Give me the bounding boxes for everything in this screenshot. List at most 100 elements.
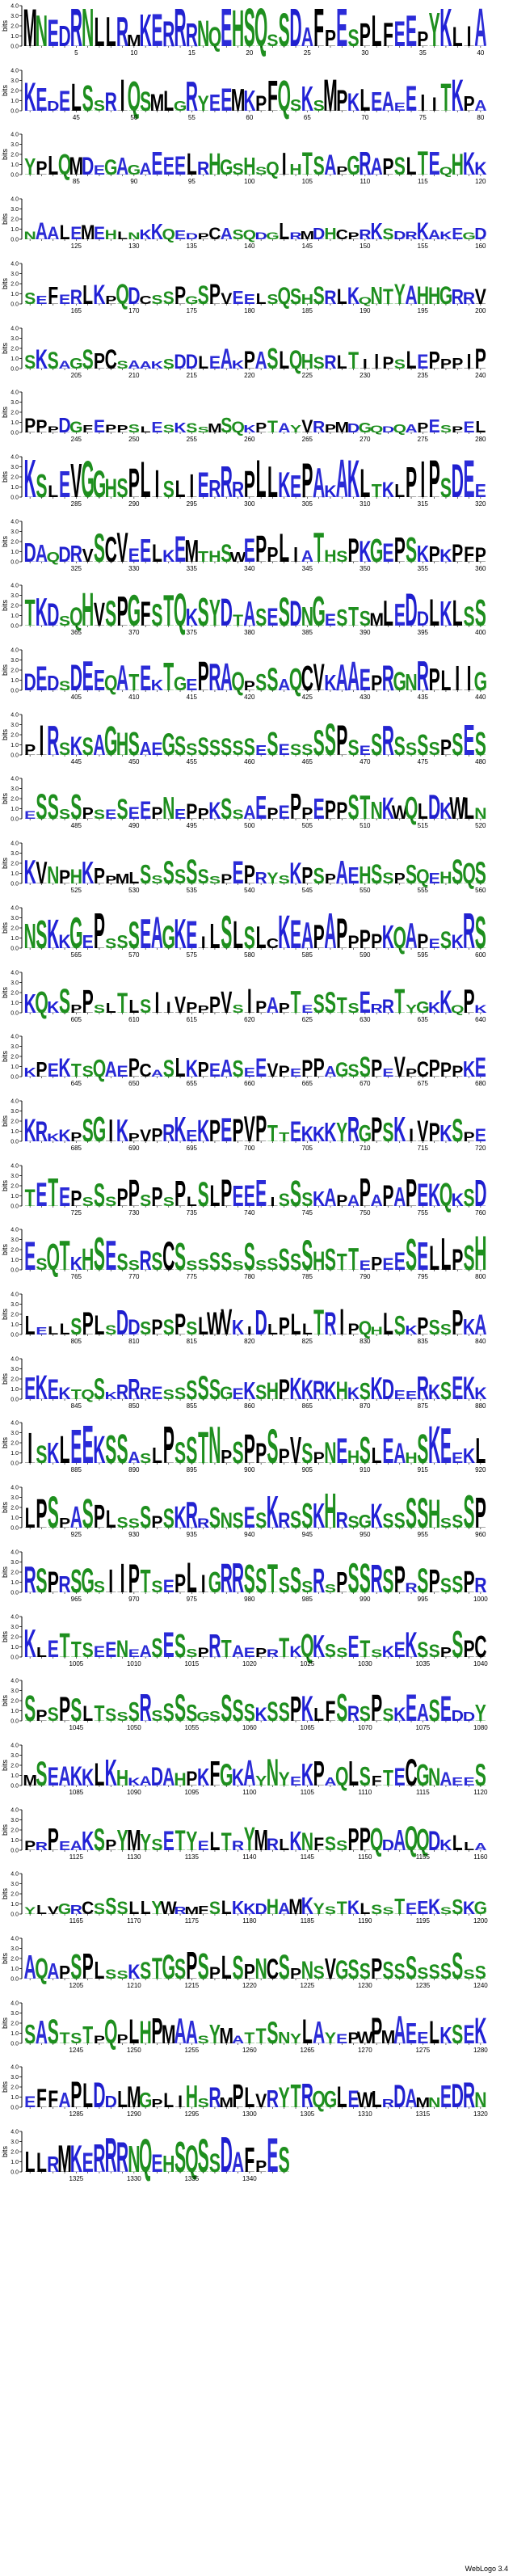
y-tick-label: 0.0	[11, 2041, 19, 2047]
logo-glyph: Q	[416, 865, 429, 887]
logo-glyph: S	[336, 1837, 347, 1853]
logo-glyph: S	[267, 1419, 278, 1474]
logo-baseline-mark	[418, 45, 428, 46]
logo-baseline-mark	[106, 625, 116, 626]
logo-baseline-mark	[117, 1076, 128, 1077]
logo-glyph: S	[198, 1256, 209, 1274]
logo-baseline-mark	[36, 45, 47, 46]
logo-glyph: G	[162, 919, 175, 955]
logo-glyph: P	[429, 1562, 440, 1599]
logo-baseline-mark	[256, 947, 267, 948]
y-tick-label: 1.0	[11, 162, 19, 168]
logo-glyph: P	[151, 1182, 162, 1212]
logo-glyph: E	[94, 223, 105, 243]
logo-glyph: E	[417, 350, 428, 373]
logo-baseline-mark	[429, 1398, 439, 1399]
logo-baseline-mark	[36, 1398, 47, 1399]
logo-baseline-mark	[267, 560, 278, 562]
logo-baseline-mark	[302, 1204, 313, 1206]
logo-glyph: T	[221, 1827, 232, 1855]
logo-baseline-mark	[141, 109, 151, 111]
logo-baseline-mark	[94, 753, 105, 755]
logo-baseline-mark	[475, 1849, 486, 1850]
y-tick-label: 4.0	[11, 712, 19, 718]
logo-glyph: K	[186, 603, 198, 631]
logo-baseline-mark	[475, 367, 486, 369]
logo-baseline-mark	[279, 1011, 289, 1013]
y-tick-label: 3.0	[11, 1882, 19, 1887]
logo-baseline-mark	[221, 1527, 232, 1528]
logo-baseline-mark	[256, 1978, 267, 1979]
logo-glyph: V	[48, 1904, 59, 1916]
logo-glyph: V	[417, 1115, 429, 1149]
logo-baseline-mark	[48, 625, 58, 626]
logo-glyph: H	[371, 1325, 383, 1337]
x-tick-label: 1190	[358, 1917, 372, 1925]
logo-glyph: P	[371, 1688, 382, 1729]
logo-glyph: K	[232, 1316, 244, 1340]
logo-baseline-mark	[372, 1269, 382, 1271]
logo-baseline-mark	[233, 1978, 243, 1979]
logo-glyph: R	[324, 285, 336, 308]
logo-baseline-mark	[418, 1655, 428, 1657]
logo-baseline-mark	[94, 2171, 105, 2173]
logo-glyph: C	[105, 344, 117, 374]
logo-baseline-mark	[337, 1398, 347, 1399]
logo-glyph: L	[152, 1444, 162, 1469]
logo-glyph: C	[336, 228, 348, 243]
logo-baseline-mark	[36, 1913, 47, 1915]
x-tick-label: 655	[187, 1080, 198, 1087]
logo-baseline-mark	[175, 1204, 186, 1206]
logo-baseline-mark	[244, 109, 254, 111]
logo-glyph: L	[71, 75, 82, 119]
logo-baseline-mark	[94, 1011, 105, 1013]
logo-baseline-mark	[187, 109, 197, 111]
logo-baseline-mark	[141, 1011, 151, 1013]
logo-glyph: S	[48, 1487, 59, 1537]
logo-baseline-mark	[429, 302, 439, 304]
logo-baseline-mark	[440, 689, 452, 690]
logo-baseline-mark	[221, 109, 232, 111]
x-tick-label: 520	[475, 822, 486, 829]
logo-glyph: P	[151, 2012, 162, 2051]
logo-baseline-mark	[440, 947, 452, 948]
y-tick-label: 2.0	[11, 2150, 19, 2156]
logo-baseline-mark	[290, 1849, 301, 1850]
logo-glyph: H	[324, 1483, 336, 1538]
logo-glyph: H	[140, 2014, 152, 2051]
x-tick-label: 1210	[127, 1982, 141, 1989]
logo-glyph: S	[94, 807, 105, 822]
logo-glyph: K	[301, 1757, 314, 1792]
logo-glyph: K	[128, 1960, 140, 1983]
logo-glyph: K	[174, 1499, 186, 1534]
logo-baseline-mark	[429, 1655, 439, 1657]
logo-glyph: K	[439, 230, 452, 242]
logo-glyph: S	[82, 1490, 94, 1537]
logo-baseline-mark	[175, 1913, 186, 1915]
logo-glyph: S	[255, 1258, 267, 1274]
logo-glyph: K	[24, 74, 36, 120]
logo-baseline-mark	[383, 174, 393, 175]
logo-glyph: A	[324, 1183, 336, 1211]
logo-glyph: C	[267, 1954, 279, 1986]
y-axis-label: bits	[1, 1953, 9, 1965]
logo-glyph: P	[452, 538, 463, 567]
logo-glyph: F	[244, 2141, 254, 2180]
logo-baseline-mark	[163, 45, 174, 46]
logo-glyph: S	[36, 1562, 47, 1600]
logo-glyph: S	[440, 1322, 452, 1338]
logo-baseline-mark	[48, 753, 58, 755]
x-tick-label: 45	[73, 114, 80, 121]
logo-glyph: E	[290, 468, 301, 504]
logo-baseline-mark	[94, 238, 105, 240]
logo-glyph: P	[336, 85, 347, 117]
logo-glyph: G	[416, 1759, 429, 1793]
logo-glyph: K	[439, 2023, 452, 2049]
y-tick-label: 3.0	[11, 529, 19, 535]
logo-baseline-mark	[59, 1978, 70, 1979]
logo-glyph: E	[406, 78, 417, 119]
logo-glyph: E	[336, 0, 347, 58]
